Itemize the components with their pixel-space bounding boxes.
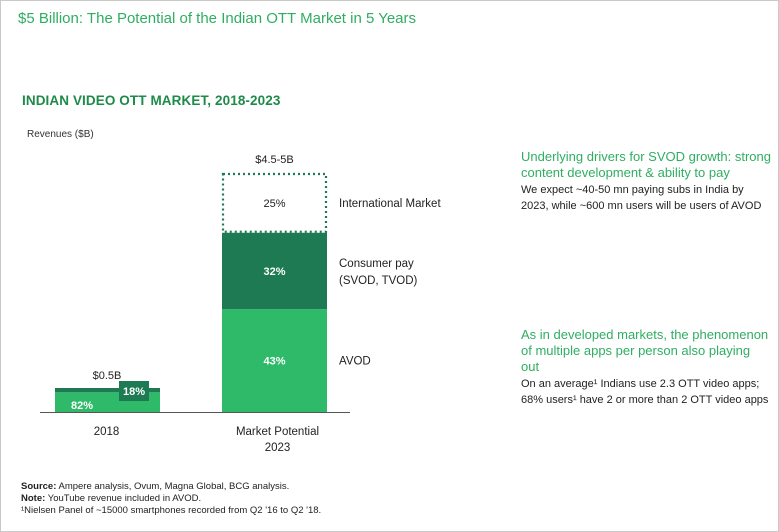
- data-label-2023-consumer-pay: 32%: [263, 266, 285, 278]
- y-axis-label: Revenues ($B): [27, 129, 94, 140]
- legend-international: International Market: [339, 198, 441, 210]
- legend-avod: AVOD: [339, 356, 371, 368]
- page-title: $5 Billion: The Potential of the Indian …: [18, 10, 417, 27]
- source-footnote: Source: Ampere analysis, Ovum, Magna Glo…: [21, 481, 290, 492]
- category-label-2023-line-2: 2023: [265, 442, 291, 454]
- bar-2023-international: [221, 172, 328, 233]
- category-label-2018: 2018: [94, 426, 120, 438]
- data-label-2023-international: 25%: [263, 198, 285, 210]
- bar-2023-avod: [222, 309, 327, 412]
- data-label-2018-avod: 82%: [71, 400, 93, 412]
- nielsen-footnote: ¹Nielsen Panel of ~15000 smartphones rec…: [21, 505, 322, 516]
- data-label-2018-consumer-pay: 18%: [123, 386, 145, 398]
- footnotes: Source: Ampere analysis, Ovum, Magna Glo…: [21, 481, 321, 517]
- bar-2023-consumer-pay: [222, 232, 327, 310]
- data-label-2023-avod: 43%: [263, 356, 285, 368]
- driver-body: We expect ~40-50 mn paying subs in India…: [521, 184, 762, 212]
- driver-heading: Underlying drivers for SVOD growth: stro…: [521, 149, 771, 180]
- note-footnote: Note: YouTube revenue included in AVOD.: [21, 493, 202, 504]
- legend-consumer-pay-line-1: Consumer pay: [339, 258, 414, 270]
- driver-block-svod: Underlying drivers for SVOD growth: stro…: [521, 149, 771, 214]
- driver-heading: As in developed markets, the phenomenon …: [521, 327, 769, 374]
- total-label-2018: $0.5B: [93, 370, 122, 382]
- data-label-2018-consumer-pay-box: [119, 381, 149, 401]
- bar-2018-consumer-pay: [55, 388, 160, 393]
- chart-title: INDIAN VIDEO OTT MARKET, 2018-2023: [22, 93, 281, 108]
- driver-block-multi-app: As in developed markets, the phenomenon …: [521, 327, 771, 408]
- category-label-2023-line-1: Market Potential: [236, 426, 319, 438]
- legend-consumer-pay-line-2: (SVOD, TVOD): [339, 275, 418, 287]
- total-label-2023: $4.5-5B: [255, 154, 294, 166]
- driver-body: On an average¹ Indians use 2.3 OTT video…: [521, 378, 769, 406]
